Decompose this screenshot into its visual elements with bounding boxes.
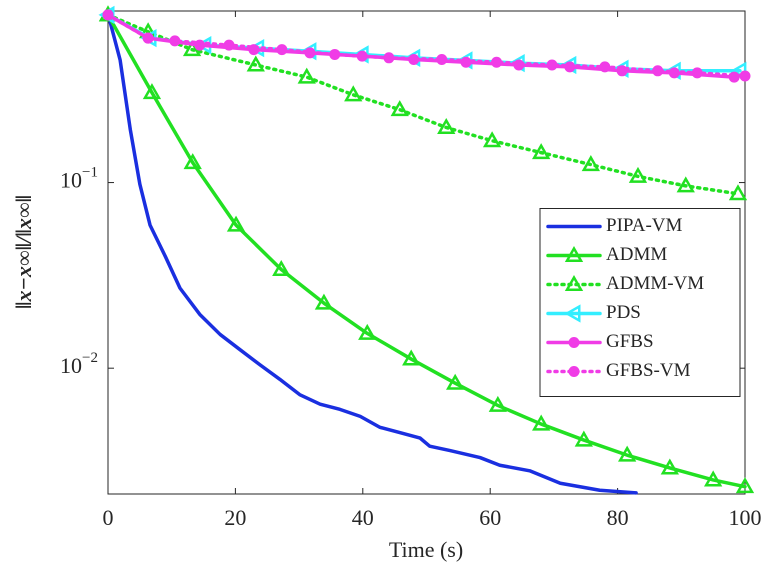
legend-box bbox=[539, 208, 741, 397]
legend-label: PIPA-VM bbox=[606, 215, 682, 236]
marker bbox=[297, 67, 316, 84]
legend-label: GFBS-VM bbox=[606, 360, 691, 381]
y-tick-base: 10 bbox=[60, 353, 82, 378]
marker bbox=[488, 395, 507, 412]
x-tick-label: 100 bbox=[729, 505, 762, 530]
marker bbox=[344, 85, 363, 102]
marker bbox=[329, 48, 341, 60]
marker bbox=[581, 155, 600, 172]
marker bbox=[574, 430, 593, 447]
y-tick-label: 10−2 bbox=[60, 351, 98, 379]
x-tick-label: 40 bbox=[352, 505, 374, 530]
marker bbox=[652, 65, 664, 77]
x-tick-label: 80 bbox=[607, 505, 629, 530]
x-tick-label: 0 bbox=[103, 505, 114, 530]
marker bbox=[169, 35, 181, 47]
y-axis-label: ‖x−x∞‖/‖x∞‖ bbox=[11, 195, 36, 309]
marker bbox=[564, 245, 584, 262]
marker bbox=[226, 215, 246, 232]
legend-label: GFBS bbox=[606, 331, 654, 352]
marker bbox=[182, 40, 202, 57]
marker bbox=[102, 9, 114, 21]
y-tick-base: 10 bbox=[60, 168, 82, 193]
marker bbox=[703, 470, 723, 487]
series-line bbox=[106, 13, 747, 78]
series-line bbox=[106, 12, 638, 495]
marker bbox=[564, 274, 584, 291]
marker bbox=[383, 52, 395, 64]
marker bbox=[618, 445, 637, 462]
marker bbox=[142, 32, 154, 44]
marker bbox=[628, 166, 648, 183]
marker bbox=[564, 304, 581, 323]
marker bbox=[491, 56, 503, 68]
marker bbox=[314, 293, 334, 310]
legend-label: ADMM-VM bbox=[606, 273, 704, 294]
marker bbox=[272, 260, 291, 277]
x-tick-label: 60 bbox=[479, 505, 501, 530]
marker bbox=[436, 54, 448, 66]
marker bbox=[691, 67, 703, 79]
marker bbox=[183, 153, 202, 170]
series-line bbox=[106, 13, 747, 489]
marker bbox=[358, 323, 377, 340]
legend-label: ADMM bbox=[606, 244, 667, 265]
marker bbox=[532, 414, 551, 431]
x-axis-label: Time (s) bbox=[389, 537, 463, 562]
y-tick-exponent: −2 bbox=[82, 351, 98, 367]
y-tick-exponent: −1 bbox=[82, 165, 98, 181]
marker bbox=[676, 176, 695, 193]
legend-label: PDS bbox=[606, 302, 641, 323]
marker bbox=[599, 61, 611, 73]
legend: PIPA-VM ADMM ADMM-VM PDS GFBS GFBS-VM bbox=[539, 208, 741, 397]
marker bbox=[223, 39, 235, 51]
marker bbox=[568, 337, 580, 348]
marker bbox=[739, 70, 751, 82]
marker bbox=[276, 44, 288, 56]
marker bbox=[482, 131, 502, 148]
series-line bbox=[106, 13, 740, 196]
x-tick-label: 20 bbox=[224, 505, 246, 530]
marker bbox=[532, 143, 551, 160]
marker bbox=[546, 59, 558, 71]
marker bbox=[142, 83, 162, 100]
marker bbox=[728, 184, 748, 201]
marker bbox=[390, 100, 409, 117]
marker bbox=[735, 477, 755, 494]
y-tick-label: 10−1 bbox=[60, 165, 98, 193]
marker bbox=[246, 55, 265, 72]
marker bbox=[437, 117, 456, 134]
marker bbox=[402, 349, 421, 366]
marker bbox=[660, 458, 679, 475]
marker bbox=[446, 373, 465, 390]
marker bbox=[568, 366, 580, 377]
